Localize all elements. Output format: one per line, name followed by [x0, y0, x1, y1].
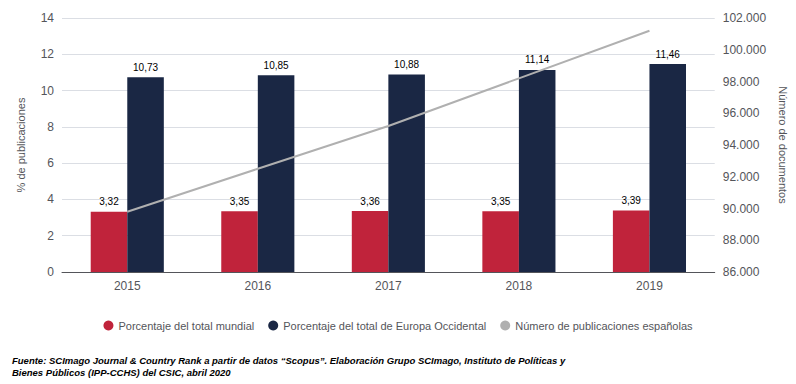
- svg-text:100.000: 100.000: [723, 43, 767, 57]
- svg-text:12: 12: [41, 47, 55, 61]
- svg-text:86.000: 86.000: [723, 265, 760, 279]
- svg-text:3,36: 3,36: [360, 196, 380, 207]
- svg-text:Fuente: SCImago Journal & Coun: Fuente: SCImago Journal & Country Rank a…: [12, 355, 566, 366]
- svg-text:2015: 2015: [114, 279, 141, 293]
- svg-text:3,32: 3,32: [99, 196, 119, 207]
- svg-text:102.000: 102.000: [723, 11, 767, 25]
- svg-text:0: 0: [47, 265, 54, 279]
- svg-text:2: 2: [47, 229, 54, 243]
- svg-text:94.000: 94.000: [723, 138, 760, 152]
- svg-text:8: 8: [47, 120, 54, 134]
- svg-text:10,73: 10,73: [133, 62, 158, 73]
- svg-text:90.000: 90.000: [723, 202, 760, 216]
- svg-text:3,35: 3,35: [491, 196, 511, 207]
- svg-text:2018: 2018: [506, 279, 533, 293]
- svg-text:Número de documentos: Número de documentos: [777, 86, 789, 204]
- svg-text:10,85: 10,85: [264, 60, 289, 71]
- svg-text:6: 6: [47, 156, 54, 170]
- svg-text:3,35: 3,35: [230, 196, 250, 207]
- svg-text:Porcentaje del total de Europa: Porcentaje del total de Europa Occidenta…: [283, 320, 486, 332]
- svg-text:92.000: 92.000: [723, 170, 760, 184]
- svg-text:2016: 2016: [244, 279, 271, 293]
- svg-text:4: 4: [47, 192, 54, 206]
- svg-text:Número de publicaciones españo: Número de publicaciones españolas: [515, 320, 693, 332]
- svg-text:2017: 2017: [375, 279, 402, 293]
- svg-text:96.000: 96.000: [723, 106, 760, 120]
- svg-text:11,14: 11,14: [525, 54, 550, 65]
- svg-text:10: 10: [41, 84, 55, 98]
- svg-text:98.000: 98.000: [723, 75, 760, 89]
- svg-text:3,39: 3,39: [621, 195, 641, 206]
- svg-text:2019: 2019: [636, 279, 663, 293]
- svg-text:14: 14: [41, 11, 55, 25]
- svg-text:Bienes Públicos (IPP-CCHS) del: Bienes Públicos (IPP-CCHS) del CSIC, abr…: [12, 367, 231, 378]
- svg-text:11,46: 11,46: [656, 49, 681, 60]
- svg-text:% de publicaciones: % de publicaciones: [15, 97, 27, 192]
- svg-text:Porcentaje del total mundial: Porcentaje del total mundial: [118, 320, 254, 332]
- svg-text:10,88: 10,88: [394, 59, 419, 70]
- svg-text:88.000: 88.000: [723, 233, 760, 247]
